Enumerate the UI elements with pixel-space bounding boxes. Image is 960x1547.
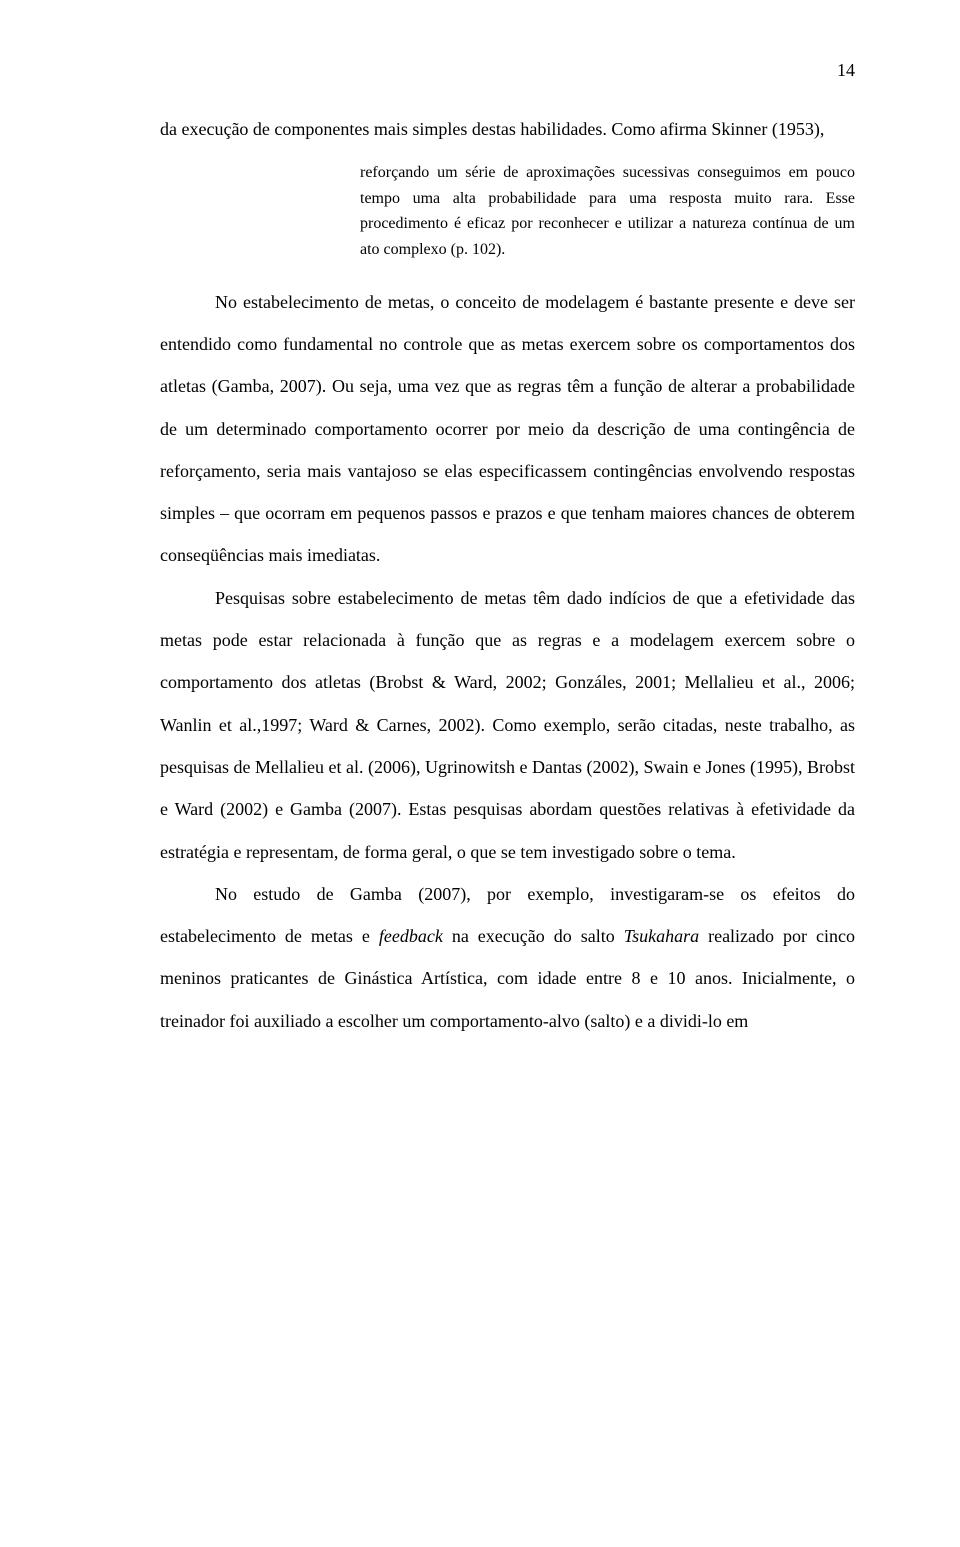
page-number: 14: [837, 60, 855, 81]
para3-part2: na execução do salto: [443, 926, 624, 946]
para3-italic-tsukahara: Tsukahara: [624, 926, 699, 946]
paragraph-2: Pesquisas sobre estabelecimento de metas…: [160, 577, 855, 873]
page-content: da execução de componentes mais simples …: [160, 108, 855, 1042]
paragraph-1: No estabelecimento de metas, o conceito …: [160, 281, 855, 577]
block-quote: reforçando um série de aproximações suce…: [360, 160, 855, 262]
opening-line: da execução de componentes mais simples …: [160, 108, 855, 150]
block-quote-text: reforçando um série de aproximações suce…: [360, 160, 855, 262]
paragraph-3: No estudo de Gamba (2007), por exemplo, …: [160, 873, 855, 1042]
para3-italic-feedback: feedback: [379, 926, 443, 946]
